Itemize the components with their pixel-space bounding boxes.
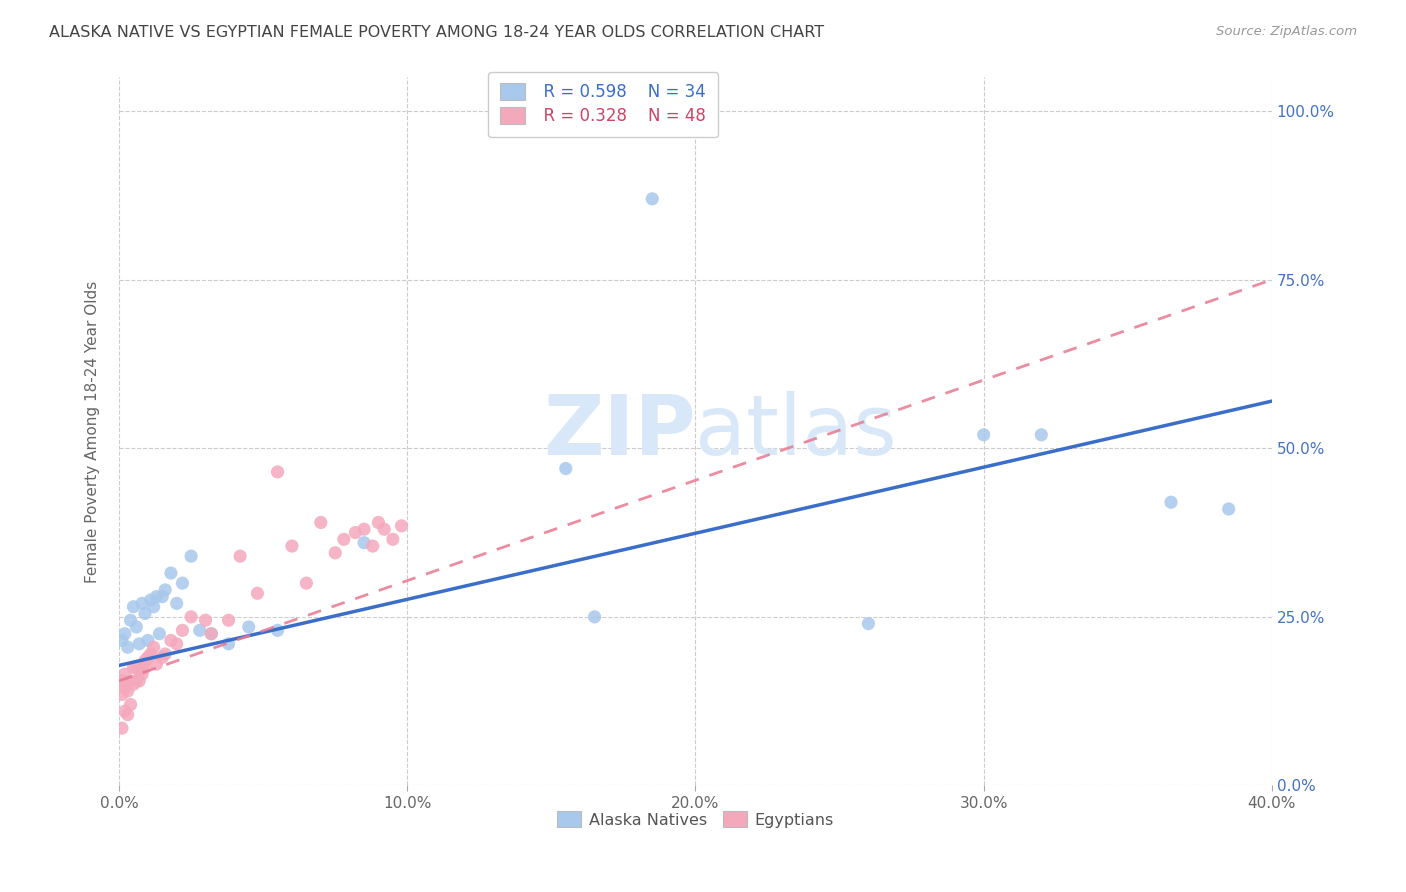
Point — [111, 673, 134, 688]
Point — [180, 610, 202, 624]
Point — [229, 549, 252, 564]
Text: atlas: atlas — [696, 391, 897, 472]
Point — [200, 626, 222, 640]
Point — [180, 549, 202, 564]
Point — [145, 590, 167, 604]
Point — [148, 626, 170, 640]
Point — [641, 192, 664, 206]
Point — [858, 616, 880, 631]
Point — [125, 660, 148, 674]
Point — [125, 620, 148, 634]
Point — [117, 707, 139, 722]
Point — [218, 613, 240, 627]
Point — [160, 566, 183, 580]
Point — [246, 586, 269, 600]
Point — [114, 704, 136, 718]
Point — [125, 673, 148, 688]
Point — [266, 624, 288, 638]
Point — [122, 677, 145, 691]
Point — [333, 533, 356, 547]
Point — [114, 681, 136, 695]
Point — [120, 673, 142, 688]
Point — [583, 610, 606, 624]
Point — [142, 599, 165, 614]
Point — [117, 640, 139, 655]
Point — [391, 519, 413, 533]
Point — [153, 582, 176, 597]
Point — [150, 590, 173, 604]
Point — [166, 637, 188, 651]
Point — [122, 599, 145, 614]
Point — [111, 721, 134, 735]
Point — [136, 650, 159, 665]
Point — [166, 596, 188, 610]
Point — [139, 593, 162, 607]
Point — [344, 525, 367, 540]
Point — [218, 637, 240, 651]
Point — [353, 535, 375, 549]
Point — [114, 626, 136, 640]
Point — [309, 516, 332, 530]
Point — [172, 624, 194, 638]
Point — [134, 660, 156, 674]
Point — [111, 687, 134, 701]
Point — [150, 650, 173, 665]
Point — [128, 673, 150, 688]
Point — [367, 516, 389, 530]
Point — [172, 576, 194, 591]
Point — [128, 637, 150, 651]
Point — [153, 647, 176, 661]
Point — [200, 626, 222, 640]
Text: ZIP: ZIP — [543, 391, 696, 472]
Point — [554, 461, 576, 475]
Y-axis label: Female Poverty Among 18-24 Year Olds: Female Poverty Among 18-24 Year Olds — [86, 280, 100, 582]
Point — [266, 465, 288, 479]
Point — [323, 546, 346, 560]
Point — [128, 664, 150, 678]
Point — [188, 624, 211, 638]
Text: Source: ZipAtlas.com: Source: ZipAtlas.com — [1216, 25, 1357, 38]
Point — [160, 633, 183, 648]
Point — [131, 660, 153, 674]
Point — [134, 654, 156, 668]
Point — [973, 427, 995, 442]
Point — [361, 539, 384, 553]
Point — [295, 576, 318, 591]
Point — [136, 633, 159, 648]
Point — [142, 640, 165, 655]
Point — [120, 698, 142, 712]
Point — [381, 533, 404, 547]
Text: ALASKA NATIVE VS EGYPTIAN FEMALE POVERTY AMONG 18-24 YEAR OLDS CORRELATION CHART: ALASKA NATIVE VS EGYPTIAN FEMALE POVERTY… — [49, 25, 824, 40]
Point — [194, 613, 217, 627]
Point — [353, 522, 375, 536]
Point — [1218, 502, 1240, 516]
Point — [131, 667, 153, 681]
Point — [373, 522, 395, 536]
Point — [139, 647, 162, 661]
Point — [281, 539, 304, 553]
Point — [131, 596, 153, 610]
Point — [117, 684, 139, 698]
Legend: Alaska Natives, Egyptians: Alaska Natives, Egyptians — [551, 805, 841, 834]
Point — [1160, 495, 1182, 509]
Point — [120, 613, 142, 627]
Point — [1031, 427, 1053, 442]
Point — [134, 607, 156, 621]
Point — [111, 633, 134, 648]
Point — [122, 660, 145, 674]
Point — [145, 657, 167, 671]
Point — [238, 620, 260, 634]
Point — [114, 667, 136, 681]
